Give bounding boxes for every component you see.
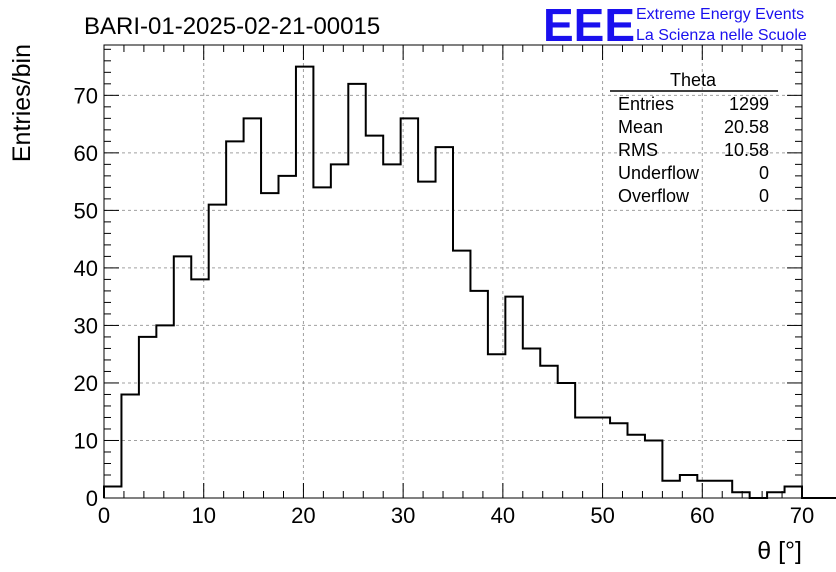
histogram-bin (139, 337, 156, 498)
histogram-series (103, 65, 836, 499)
stats-value: 10.58 (724, 140, 769, 160)
y-tick-label: 10 (74, 428, 98, 453)
y-tick-label: 20 (74, 371, 98, 396)
histogram-bin (209, 205, 226, 498)
histogram-bin (505, 297, 522, 498)
logo-line-1: Extreme Energy Events (636, 6, 804, 23)
x-tick-label: 70 (790, 503, 814, 528)
y-tick-label: 40 (74, 256, 98, 281)
x-tick-label: 20 (291, 503, 315, 528)
histogram-bin (279, 176, 296, 498)
histogram-outline (103, 65, 836, 499)
histogram-bin (418, 182, 435, 498)
stats-label: Underflow (618, 163, 700, 183)
x-tick-label: 10 (191, 503, 215, 528)
histogram-bin (732, 492, 749, 498)
histogram-bin (575, 417, 592, 498)
x-axis-label: θ [°] (757, 537, 802, 565)
x-tick-label: 50 (590, 503, 614, 528)
histogram-bin (174, 256, 191, 498)
x-tick-label: 0 (98, 503, 110, 528)
x-axis: 0 10 20 30 40 50 60 70 (98, 45, 814, 528)
stats-value: 20.58 (724, 117, 769, 137)
logo-line-2: La Scienza nelle Scuole (636, 27, 807, 44)
histogram-bin (785, 486, 802, 498)
histogram-bin (331, 164, 348, 498)
histogram-bin (366, 136, 383, 498)
plot-frame (103, 44, 803, 499)
stats-label: RMS (618, 140, 658, 160)
histogram-bin (383, 164, 400, 498)
histogram-bin (523, 348, 540, 498)
y-tick-label: 0 (86, 486, 98, 511)
histogram-bin (697, 481, 714, 498)
histogram-bin (348, 84, 365, 498)
x-tick-label: 60 (690, 503, 714, 528)
eee-logo: EEE Extreme Energy Events La Scienza nel… (543, 0, 807, 51)
y-tick-label: 30 (74, 313, 98, 338)
stats-value: 0 (759, 186, 769, 206)
histogram-bin (558, 383, 575, 498)
y-tick-label: 70 (74, 83, 98, 108)
stats-label: Entries (618, 94, 674, 114)
stats-label: Overflow (618, 186, 690, 206)
histogram-bin (662, 481, 679, 498)
histogram-bin (261, 193, 278, 498)
histogram-bin (121, 394, 138, 498)
histogram-bin (453, 251, 470, 498)
stats-name: Theta (670, 70, 717, 90)
histogram-bin (540, 366, 557, 498)
histogram-bin (593, 417, 610, 498)
histogram-bin (436, 147, 453, 498)
histogram-bin (313, 187, 330, 498)
histogram-bin (226, 141, 243, 498)
stats-value: 0 (759, 163, 769, 183)
y-tick-label: 50 (74, 198, 98, 223)
y-axis: 0 10 20 30 40 50 60 70 (74, 48, 802, 511)
histogram-bin (191, 279, 208, 498)
x-tick-label: 40 (491, 503, 515, 528)
histogram-bin (628, 435, 645, 498)
histogram-bin (610, 423, 627, 498)
histogram-bin (104, 486, 121, 498)
logo-mark: EEE (543, 0, 635, 51)
y-tick-label: 60 (74, 141, 98, 166)
histogram-bin (715, 481, 732, 498)
histogram-bin (296, 67, 313, 498)
histogram-bin (645, 440, 662, 498)
chart-title: BARI-01-2025-02-21-00015 (84, 13, 380, 40)
histogram-bin (488, 354, 505, 498)
stats-box: Theta Entries 1299 Mean 20.58 RMS 10.58 Underf… (610, 70, 778, 206)
histogram-bin (401, 118, 418, 498)
stats-value: 1299 (729, 94, 769, 114)
stats-label: Mean (618, 117, 663, 137)
histogram-bin (470, 291, 487, 498)
histogram-bin (156, 325, 173, 498)
y-axis-label: Entries/bin (8, 44, 36, 162)
histogram-bin (244, 118, 261, 498)
x-tick-label: 30 (391, 503, 415, 528)
